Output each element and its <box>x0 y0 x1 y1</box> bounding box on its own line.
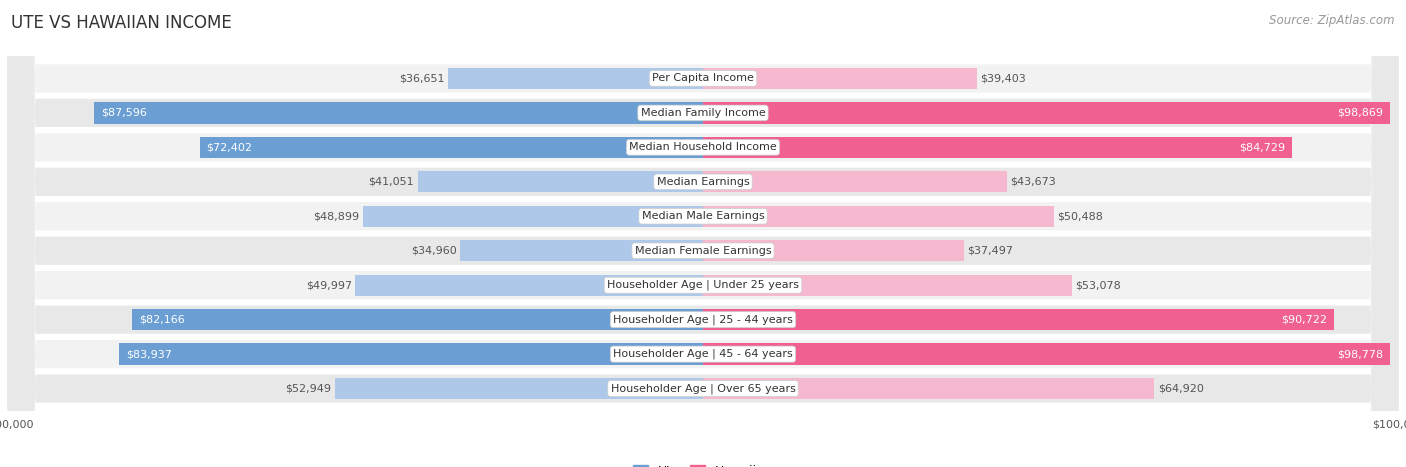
Text: $43,673: $43,673 <box>1010 177 1056 187</box>
Bar <box>703 205 1054 227</box>
Bar <box>449 68 703 89</box>
Text: Per Capita Income: Per Capita Income <box>652 73 754 84</box>
Bar <box>703 102 1391 124</box>
FancyBboxPatch shape <box>7 0 1399 467</box>
Bar <box>132 309 703 330</box>
Text: $36,651: $36,651 <box>399 73 444 84</box>
FancyBboxPatch shape <box>7 0 1399 467</box>
Bar <box>703 343 1389 365</box>
Text: $98,869: $98,869 <box>1337 108 1384 118</box>
Bar <box>703 68 977 89</box>
Bar <box>703 309 1334 330</box>
Bar <box>703 378 1154 399</box>
Text: $83,937: $83,937 <box>127 349 173 359</box>
Text: Median Earnings: Median Earnings <box>657 177 749 187</box>
Text: Householder Age | Over 65 years: Householder Age | Over 65 years <box>610 383 796 394</box>
Text: Householder Age | 25 - 44 years: Householder Age | 25 - 44 years <box>613 314 793 325</box>
Text: $37,497: $37,497 <box>967 246 1014 256</box>
FancyBboxPatch shape <box>7 0 1399 467</box>
Text: $52,949: $52,949 <box>285 383 332 394</box>
Text: $48,899: $48,899 <box>314 211 360 221</box>
Legend: Ute, Hawaiian: Ute, Hawaiian <box>628 460 778 467</box>
FancyBboxPatch shape <box>7 0 1399 467</box>
FancyBboxPatch shape <box>7 0 1399 467</box>
Bar <box>460 240 703 262</box>
Text: $49,997: $49,997 <box>305 280 352 290</box>
Bar <box>356 275 703 296</box>
Text: $64,920: $64,920 <box>1159 383 1204 394</box>
Text: Median Female Earnings: Median Female Earnings <box>634 246 772 256</box>
FancyBboxPatch shape <box>7 0 1399 467</box>
Bar <box>200 137 703 158</box>
Text: $34,960: $34,960 <box>411 246 457 256</box>
Bar <box>120 343 703 365</box>
Bar <box>418 171 703 192</box>
Bar <box>703 240 963 262</box>
FancyBboxPatch shape <box>7 0 1399 467</box>
Text: $84,729: $84,729 <box>1239 142 1285 152</box>
Bar <box>703 137 1292 158</box>
Text: Median Household Income: Median Household Income <box>628 142 778 152</box>
Text: $98,778: $98,778 <box>1337 349 1384 359</box>
Text: Source: ZipAtlas.com: Source: ZipAtlas.com <box>1270 14 1395 27</box>
FancyBboxPatch shape <box>7 0 1399 467</box>
Text: $87,596: $87,596 <box>101 108 146 118</box>
FancyBboxPatch shape <box>7 0 1399 467</box>
Bar <box>335 378 703 399</box>
Text: $82,166: $82,166 <box>139 315 184 325</box>
Text: $90,722: $90,722 <box>1281 315 1327 325</box>
Bar <box>703 171 1007 192</box>
Text: $72,402: $72,402 <box>207 142 253 152</box>
Text: $39,403: $39,403 <box>980 73 1026 84</box>
Text: Householder Age | 45 - 64 years: Householder Age | 45 - 64 years <box>613 349 793 359</box>
Text: Median Male Earnings: Median Male Earnings <box>641 211 765 221</box>
Bar <box>703 275 1071 296</box>
Text: $53,078: $53,078 <box>1076 280 1121 290</box>
Text: Householder Age | Under 25 years: Householder Age | Under 25 years <box>607 280 799 290</box>
Text: Median Family Income: Median Family Income <box>641 108 765 118</box>
Bar <box>363 205 703 227</box>
Text: $50,488: $50,488 <box>1057 211 1104 221</box>
FancyBboxPatch shape <box>7 0 1399 467</box>
Bar <box>94 102 703 124</box>
Text: $41,051: $41,051 <box>368 177 415 187</box>
Text: UTE VS HAWAIIAN INCOME: UTE VS HAWAIIAN INCOME <box>11 14 232 32</box>
